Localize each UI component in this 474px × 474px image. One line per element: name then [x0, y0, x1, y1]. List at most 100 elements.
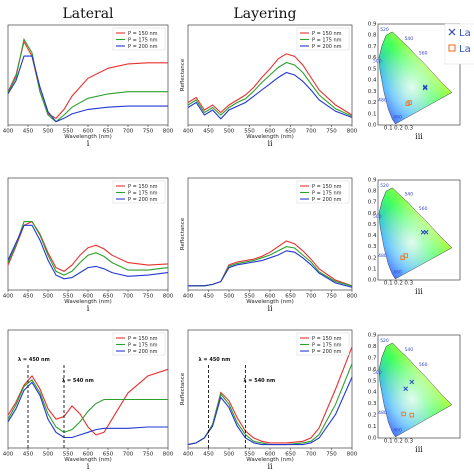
cie-diagram-3: 5205405605004804600.90.80.70.60.50.40.30…: [368, 333, 461, 454]
x-tick-label: 400: [3, 129, 14, 135]
x-tick-label: 550: [63, 294, 74, 300]
legend-entry: P = 150 nm: [312, 31, 342, 37]
cie-x-tick: 0.2: [394, 281, 403, 287]
row3-lateral-plot: 400 450 500 550 600 650 700 750 800 Wavelength (n…: [3, 329, 174, 471]
legend: P = 150 nmP = 175 nmP = 200 nm: [112, 27, 166, 51]
x-tick-label: 700: [123, 452, 134, 458]
cie-wavelength-label: 560: [419, 206, 428, 212]
x-tick-label: 400: [183, 129, 194, 135]
legend-box: [296, 180, 350, 204]
series-line-2: [7, 37, 168, 123]
cie-wavelength-label: 520: [380, 338, 389, 344]
cie-wavelength-label: 500: [373, 58, 382, 64]
legend-entry: P = 200 nm: [312, 197, 342, 203]
cie-wavelength-label: 480: [378, 410, 387, 416]
annotation-label: λ = 540 nm: [243, 378, 275, 384]
x-tick-label: 500: [43, 294, 54, 300]
x-axis-label: Wavelength (nm): [246, 134, 294, 140]
x-tick-label: 450: [203, 129, 214, 135]
x-tick-label: 800: [347, 129, 358, 135]
series-line-1: [7, 40, 168, 119]
legend-entry: P = 175 nm: [312, 190, 342, 196]
x-tick-label: 400: [3, 452, 14, 458]
x-tick-label: 800: [163, 294, 174, 300]
cie-x-tick: 0.2: [394, 126, 403, 132]
cie-white-region: [379, 343, 452, 437]
cie-x-tick: 0.2: [394, 439, 403, 445]
x-tick-label: 650: [285, 129, 296, 135]
panel-label: ii: [267, 462, 273, 471]
cie-white-region: [379, 31, 452, 124]
annotation-label: λ = 450 nm: [199, 357, 231, 363]
cie-y-tick: 0.4: [368, 233, 377, 239]
series-line-3: [188, 250, 353, 288]
x-tick-label: 400: [183, 294, 194, 300]
x-tick-label: 550: [244, 452, 255, 458]
x-tick-label: 600: [83, 452, 94, 458]
row2-lateral-plot: 400 450 500 550 600 650 700 750 800 Wavelength (n…: [3, 177, 174, 313]
panel-label: ii: [267, 304, 273, 313]
panel-label: iii: [415, 132, 423, 141]
x-tick-label: 600: [83, 294, 94, 300]
layering-column-title: Layering: [234, 6, 297, 22]
lateral-column-title: Lateral: [62, 6, 114, 22]
cie-y-tick: 0.1: [368, 424, 377, 430]
legend: P = 150 nmP = 175 nmP = 200 nm: [296, 332, 350, 356]
series-line-2: [187, 61, 353, 117]
cie-y-tick: 0.3: [368, 401, 377, 407]
cie-y-tick: 0.7: [368, 355, 377, 361]
legend-entry: P = 175 nm: [312, 342, 342, 348]
cie-y-tick: 0.1: [368, 111, 377, 117]
x-tick-label: 500: [43, 129, 54, 135]
cie-y-tick: 0.9: [368, 22, 377, 28]
x-tick-label: 700: [306, 129, 317, 135]
x-tick-label: 550: [244, 129, 255, 135]
cie-x-tick: 0.3: [404, 281, 413, 287]
cie-wavelength-label: 500: [373, 214, 382, 220]
cie-x-tick: 0.3: [404, 439, 413, 445]
cie-x-tick: 0.1: [384, 126, 393, 132]
cie-y-tick: 0.7: [368, 44, 377, 50]
cie-y-tick: 0.4: [368, 390, 377, 396]
series-line-1: [187, 53, 353, 116]
cie-diagram-2: 5205405605004804600.90.80.70.60.50.40.30…: [368, 178, 461, 296]
series-line-2: [7, 221, 169, 276]
series-line-2: [187, 363, 353, 446]
legend: P = 150 nmP = 175 nmP = 200 nm: [296, 27, 350, 51]
x-tick-label: 650: [285, 452, 296, 458]
cie-y-tick: 0.2: [368, 255, 377, 261]
y-axis-label: Reflectance: [180, 58, 186, 91]
x-tick-label: 450: [23, 129, 34, 135]
cie-y-tick: 0.3: [368, 89, 377, 95]
row2-layering-plot: 400 450 500 550 600 650 700 750 800 Wavelength (n…: [180, 177, 358, 313]
x-tick-label: 450: [203, 452, 214, 458]
legend-entry: P = 200 nm: [312, 44, 342, 50]
legend-entry: P = 150 nm: [312, 184, 342, 190]
cie-wavelength-label: 480: [378, 253, 387, 259]
legend-entry: P = 200 nm: [128, 349, 158, 355]
x-tick-label: 650: [103, 452, 114, 458]
x-tick-label: 500: [224, 452, 235, 458]
cie-wavelength-label: 520: [380, 27, 389, 33]
cie-diagram-1: 5205405605004804600.90.80.70.60.50.40.30…: [368, 22, 474, 141]
cie-y-tick: 0.9: [368, 333, 377, 339]
cie-y-tick: 0.2: [368, 413, 377, 419]
cie-y-tick: 0.0: [368, 436, 377, 442]
x-tick-label: 450: [203, 294, 214, 300]
legend: P = 150 nmP = 175 nmP = 200 nm: [296, 180, 350, 204]
x-tick-label: 500: [224, 129, 235, 135]
cie-legend-square: [448, 44, 456, 52]
x-tick-label: 800: [347, 452, 358, 458]
x-tick-label: 750: [326, 294, 337, 300]
legend: P = 150 nmP = 175 nmP = 200 nm: [112, 332, 166, 356]
panel-label: i: [87, 304, 90, 313]
legend-entry: P = 175 nm: [128, 190, 158, 196]
cie-y-tick: 0.8: [368, 344, 377, 350]
cie-y-tick: 0.0: [368, 123, 377, 129]
series-line-2: [7, 378, 168, 433]
cie-cross-marker: [423, 229, 429, 235]
panel-label: i: [87, 462, 90, 471]
row1-layering-plot: 400 450 500 550 600 650 700 750 800 Wavelength (n…: [180, 24, 358, 148]
row3-layering-plot: 400 450 500 550 600 650 700 750 800 Wavelength (n…: [180, 329, 358, 471]
x-tick-label: 400: [3, 294, 14, 300]
